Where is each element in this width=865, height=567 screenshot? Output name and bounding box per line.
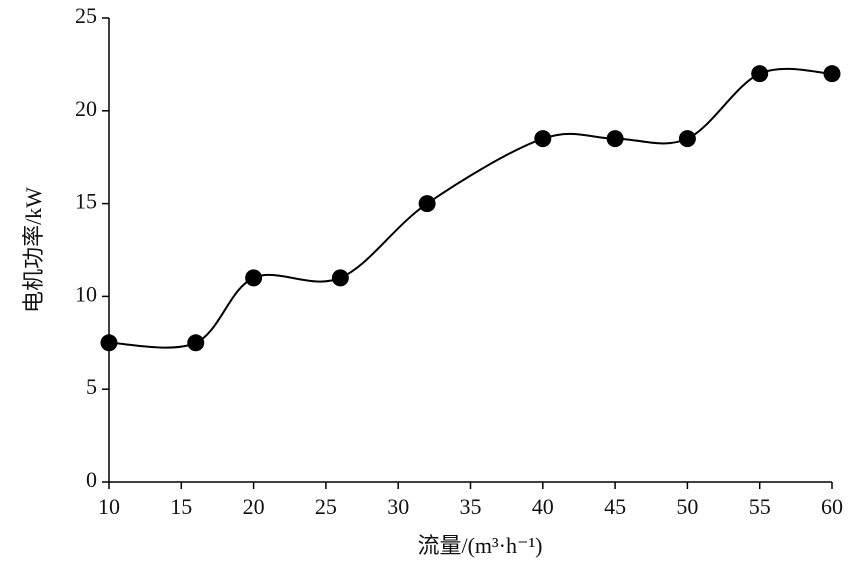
x-tick-label: 10: [98, 494, 120, 519]
line: [108, 67, 833, 349]
y-tick-label: 5: [86, 374, 97, 399]
marker: [678, 130, 696, 148]
x-tick-label: 45: [604, 494, 626, 519]
marker: [751, 65, 769, 83]
x-tick-label: 30: [387, 494, 409, 519]
x-tick-label: 50: [676, 494, 698, 519]
marker: [606, 130, 624, 148]
y-tick-label: 25: [75, 3, 97, 28]
marker: [331, 269, 349, 287]
marker: [187, 334, 205, 352]
marker: [245, 269, 263, 287]
y-tick-label: 10: [75, 281, 97, 306]
y-axis-label: 电机功率/kW: [21, 187, 46, 313]
marker: [823, 65, 841, 83]
x-tick-label: 20: [243, 494, 265, 519]
x-tick-label: 40: [532, 494, 554, 519]
y-tick-label: 20: [75, 96, 97, 121]
x-tick-label: 15: [170, 494, 192, 519]
x-tick-label: 55: [749, 494, 771, 519]
y-tick-label: 15: [75, 189, 97, 214]
marker: [418, 195, 436, 213]
x-axis-label: 流量/(m³·h⁻¹): [417, 533, 542, 558]
x-tick-label: 60: [821, 494, 843, 519]
x-tick-label: 35: [460, 494, 482, 519]
marker: [100, 334, 118, 352]
x-tick-label: 25: [315, 494, 337, 519]
marker: [534, 130, 552, 148]
y-tick-label: 0: [86, 467, 97, 492]
